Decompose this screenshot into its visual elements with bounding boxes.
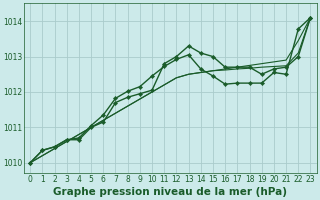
X-axis label: Graphe pression niveau de la mer (hPa): Graphe pression niveau de la mer (hPa)	[53, 187, 287, 197]
